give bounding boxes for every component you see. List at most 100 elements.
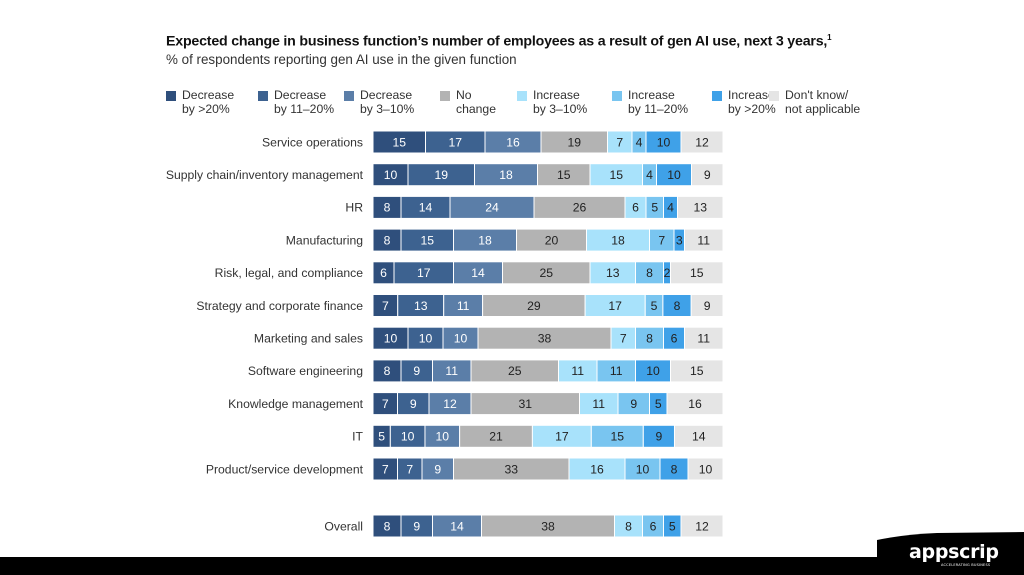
chart-title-text: Expected change in business function’s n… [166, 33, 828, 50]
data-label: 11 [445, 364, 458, 378]
data-label: 29 [527, 299, 541, 313]
legend-label: Increase by 11–20% [628, 88, 689, 116]
bar-segment [691, 163, 724, 187]
legend-label: Decrease by >20% [182, 88, 235, 116]
data-label: 11 [592, 397, 605, 411]
bar-row: Supply chain/inventory management 10 19 18 1… [166, 163, 724, 187]
category-label: Risk, legal, and compliance [215, 266, 364, 280]
data-label: 4 [667, 201, 674, 215]
bar-row: Knowledge management 7 9 12 31 11 9 5 16 [228, 392, 724, 416]
bar-segment [684, 326, 724, 350]
data-label: 8 [384, 364, 391, 378]
data-label: 11 [571, 364, 584, 378]
data-label: 19 [567, 135, 581, 149]
chart-title: Expected change in business function’s n… [166, 33, 832, 50]
data-label: 10 [419, 332, 433, 346]
data-label: 8 [384, 519, 391, 533]
bar-segment [677, 195, 724, 219]
data-label: 16 [506, 135, 520, 149]
data-label: 17 [417, 266, 431, 280]
data-label: 10 [454, 332, 468, 346]
category-label: Overall [324, 519, 363, 533]
appscrip-logo-tagline: ACCELERATING BUSINESS [941, 563, 991, 567]
bar-row: Strategy and corporate finance 7 13 11 29 17 5… [196, 294, 724, 317]
data-label: 14 [419, 201, 433, 215]
data-label: 14 [471, 266, 485, 280]
bar-segment [687, 457, 724, 481]
data-label: 21 [489, 430, 503, 444]
category-label: HR [345, 201, 363, 215]
bar-row: Marketing and sales 10 10 10 38 7 8 6 11 [254, 326, 724, 350]
data-label: 10 [384, 168, 398, 182]
legend-swatch [712, 91, 722, 101]
data-label: 13 [693, 201, 707, 215]
title-footnote: 1 [827, 33, 832, 42]
legend-swatch [344, 91, 354, 101]
data-label: 25 [508, 364, 522, 378]
data-label: 10 [436, 430, 450, 444]
data-label: 8 [671, 462, 678, 476]
bar-segment [680, 514, 724, 538]
category-label: Knowledge management [228, 397, 363, 411]
data-label: 16 [590, 462, 604, 476]
appscrip-logo: appscrip [909, 541, 999, 563]
footer-bar [0, 557, 1024, 575]
data-label: 4 [636, 135, 643, 149]
data-label: 9 [413, 519, 420, 533]
data-label: 12 [695, 135, 709, 149]
data-label: 15 [690, 364, 704, 378]
bar-segment [690, 294, 724, 317]
legend-label: Decrease by 3–10% [360, 88, 415, 116]
data-label: 10 [401, 430, 415, 444]
bar-row: Risk, legal, and compliance 6 17 14 25 13 8 2 15 [215, 261, 724, 285]
data-label: 18 [478, 233, 492, 247]
data-label: 11 [610, 364, 623, 378]
data-label: 15 [690, 266, 704, 280]
data-label: 3 [676, 233, 683, 247]
data-label: 5 [655, 397, 662, 411]
data-label: 11 [457, 299, 470, 313]
data-label: 6 [671, 332, 678, 346]
data-label: 9 [704, 299, 711, 313]
data-label: 10 [699, 462, 713, 476]
data-label: 6 [632, 201, 639, 215]
data-label: 5 [378, 430, 385, 444]
legend-swatch [517, 91, 527, 101]
legend-swatch [440, 91, 450, 101]
bar-row: Service operations 15 17 16 19 7 4 10 12 [262, 130, 724, 154]
data-label: 13 [414, 299, 428, 313]
legend-label: Increase by 3–10% [533, 88, 588, 116]
data-label: 5 [651, 201, 658, 215]
data-label: 9 [413, 364, 420, 378]
data-label: 12 [695, 519, 709, 533]
bar-row: Software engineering 8 9 11 25 11 11 10 15 [248, 359, 724, 383]
data-label: 24 [485, 201, 499, 215]
data-label: 15 [392, 135, 406, 149]
category-label: Supply chain/inventory management [166, 168, 364, 182]
bar-row: Overall 8 9 14 38 8 6 5 12 [324, 514, 724, 538]
bar-row: IT 5 10 10 21 17 15 9 14 [352, 424, 724, 448]
data-label: 9 [434, 462, 441, 476]
data-label: 8 [646, 332, 653, 346]
data-label: 25 [539, 266, 553, 280]
bar-segment [673, 424, 724, 448]
data-label: 7 [406, 462, 413, 476]
data-label: 38 [541, 519, 555, 533]
bar-segment [666, 392, 724, 416]
data-label: 13 [606, 266, 620, 280]
data-label: 7 [382, 299, 389, 313]
legend-label: Increase by >20% [728, 88, 776, 116]
bar-segment [684, 228, 724, 252]
legend-swatch [166, 91, 176, 101]
data-label: 8 [625, 519, 632, 533]
data-label: 2 [664, 266, 671, 280]
category-label: Marketing and sales [254, 332, 363, 346]
legend: Decrease by >20% Decrease by 11–20% Decrease… [166, 88, 886, 120]
bar-row: HR 8 14 24 26 6 5 4 13 [345, 195, 724, 219]
data-label: 7 [382, 397, 389, 411]
data-label: 6 [650, 519, 657, 533]
data-label: 31 [518, 397, 532, 411]
data-label: 17 [448, 135, 462, 149]
data-label: 33 [504, 462, 518, 476]
